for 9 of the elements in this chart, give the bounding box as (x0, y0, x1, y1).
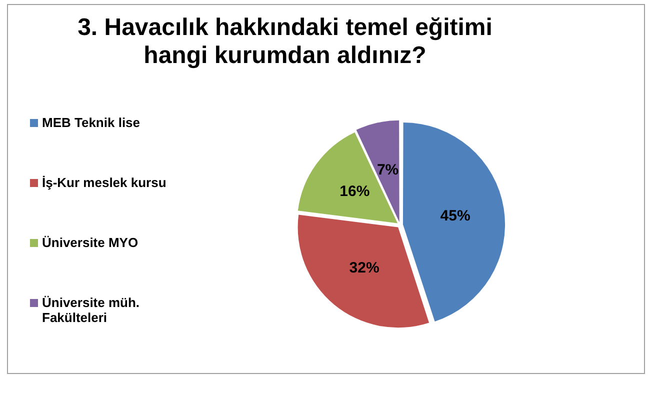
legend-label: MEB Teknik lise (42, 115, 140, 130)
legend-label: Üniversite müh. Fakülteleri (42, 295, 141, 325)
data-label: 32% (349, 259, 380, 276)
chart-title: 3. Havacılık hakkındaki temel eğitimi hangi kurumdan aldınız? (76, 14, 494, 70)
legend-label: İş-Kur meslek kursu (42, 175, 166, 190)
data-label: 45% (440, 207, 470, 224)
data-label: 7% (376, 161, 399, 178)
data-label: 16% (340, 183, 370, 200)
legend-label: Üniversite MYO (42, 235, 138, 250)
